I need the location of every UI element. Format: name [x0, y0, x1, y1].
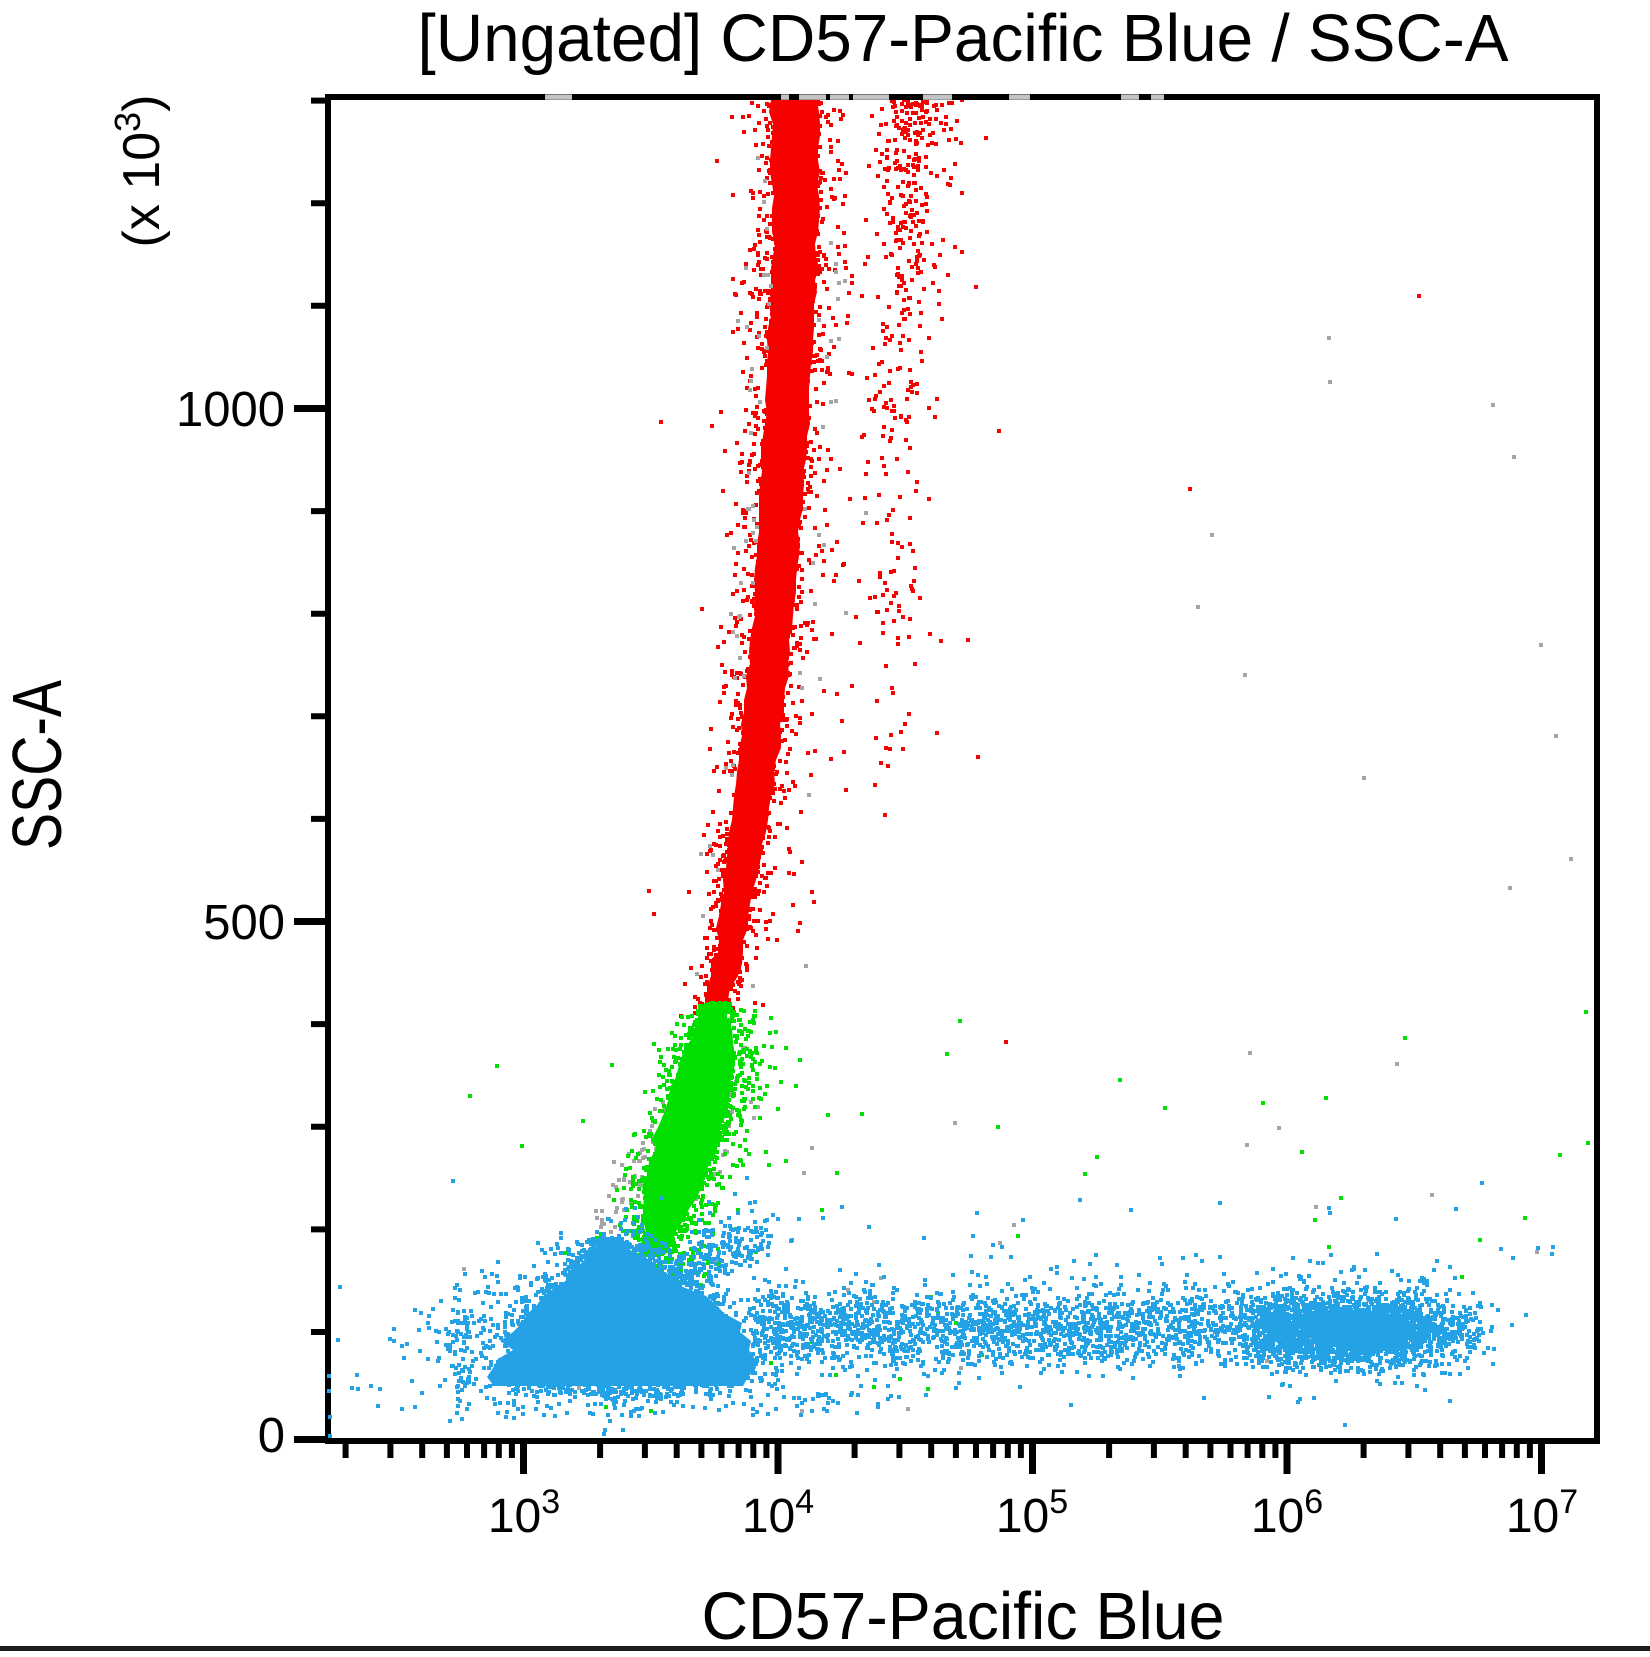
svg-text:CD57-Pacific Blue: CD57-Pacific Blue: [702, 1579, 1225, 1654]
svg-text:0: 0: [258, 1409, 285, 1463]
svg-text:1000: 1000: [176, 383, 285, 437]
svg-text:500: 500: [203, 896, 285, 950]
svg-text:[Ungated] CD57-Pacific Blue /: [Ungated] CD57-Pacific Blue / SSC-A: [418, 1, 1509, 76]
svg-text:(x 103): (x 103): [107, 95, 171, 248]
svg-text:SSC-A: SSC-A: [0, 680, 76, 850]
